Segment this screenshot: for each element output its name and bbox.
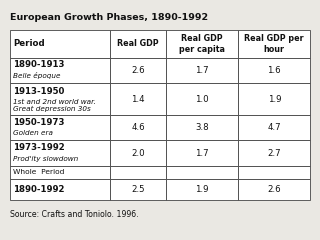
Bar [166,179,238,200]
Bar [238,115,310,140]
Bar [166,166,238,179]
Text: Period: Period [13,39,45,48]
Text: 1973-1992: 1973-1992 [13,143,65,152]
Text: Prod'ity slowdown: Prod'ity slowdown [13,156,79,162]
Text: 1.9: 1.9 [268,95,281,103]
Text: Whole  Period: Whole Period [13,169,65,175]
Text: 1.7: 1.7 [195,149,209,157]
Text: 4.7: 4.7 [268,123,281,132]
Bar [110,179,166,200]
Bar [10,30,110,58]
Bar [238,166,310,179]
Bar [238,179,310,200]
Text: 1st and 2nd world war.: 1st and 2nd world war. [13,99,96,105]
Text: 1.4: 1.4 [132,95,145,103]
Bar [10,140,110,166]
Text: 2.6: 2.6 [132,66,145,75]
Bar [10,166,110,179]
Bar [110,115,166,140]
Bar [166,58,238,83]
Text: Real GDP per
hour: Real GDP per hour [244,34,304,54]
Bar [166,115,238,140]
Bar [166,140,238,166]
Bar [10,83,110,115]
Bar [110,30,166,58]
Text: 1913-1950: 1913-1950 [13,87,65,96]
Text: 2.5: 2.5 [132,185,145,194]
Bar [10,58,110,83]
Text: 2.0: 2.0 [132,149,145,157]
Bar [238,83,310,115]
Text: 1.7: 1.7 [195,66,209,75]
Bar [238,58,310,83]
Text: 2.7: 2.7 [268,149,281,157]
Bar [110,83,166,115]
Text: 2.6: 2.6 [268,185,281,194]
Text: 1950-1973: 1950-1973 [13,118,65,127]
Bar [110,166,166,179]
Text: Real GDP
per capita: Real GDP per capita [179,34,225,54]
Bar [110,58,166,83]
Bar [10,179,110,200]
Bar [166,30,238,58]
Text: Golden era: Golden era [13,130,53,136]
Text: Great depression 30s: Great depression 30s [13,106,91,112]
Bar [238,30,310,58]
Bar [110,140,166,166]
Text: 4.6: 4.6 [132,123,145,132]
Text: Belle époque: Belle époque [13,72,61,79]
Text: 1.6: 1.6 [268,66,281,75]
Text: 1.9: 1.9 [196,185,209,194]
Text: 3.8: 3.8 [195,123,209,132]
Bar [166,83,238,115]
Bar [238,140,310,166]
Bar [10,115,110,140]
Text: 1.0: 1.0 [195,95,209,103]
Text: European Growth Phases, 1890-1992: European Growth Phases, 1890-1992 [10,13,208,22]
Text: Real GDP: Real GDP [117,39,159,48]
Text: 1890-1992: 1890-1992 [13,185,65,194]
Text: Source: Crafts and Toniolo. 1996.: Source: Crafts and Toniolo. 1996. [10,210,138,219]
Text: 1890-1913: 1890-1913 [13,60,65,69]
